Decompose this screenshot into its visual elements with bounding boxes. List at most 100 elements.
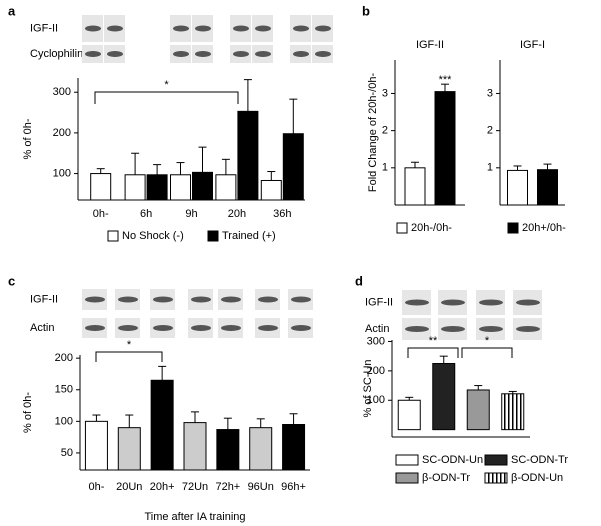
legend-label: 20h+/0h- — [522, 222, 566, 234]
blot-band — [479, 299, 503, 306]
blot-band — [107, 51, 123, 57]
blot-band — [107, 25, 123, 32]
blot-band — [85, 296, 105, 303]
category-label: IGF-I — [520, 39, 545, 51]
bar — [249, 427, 273, 471]
legend-label: β-ODN-Tr — [422, 472, 470, 484]
blot-band — [258, 296, 278, 303]
legend-swatch — [107, 230, 119, 242]
bar — [117, 427, 141, 471]
blot-band — [118, 325, 138, 331]
blot-band — [405, 326, 429, 332]
legend-swatch — [207, 230, 219, 242]
y-tick-label: 3 — [487, 87, 493, 99]
blot-band — [293, 25, 309, 32]
y-tick-label: 100 — [55, 415, 73, 427]
legend-label: Trained (+) — [222, 230, 276, 242]
legend-label: SC-ODN-Un — [422, 454, 483, 466]
y-tick-label: 100 — [53, 167, 71, 179]
bar — [466, 389, 490, 431]
bar — [434, 91, 456, 206]
legend-swatch — [484, 454, 508, 466]
blot-band — [195, 25, 211, 32]
y-tick-label: 2 — [487, 125, 493, 137]
blot-band — [221, 325, 241, 331]
legend-swatch — [507, 222, 519, 234]
significance-bracket — [94, 91, 239, 104]
category-label: 20Un — [116, 481, 142, 493]
bar — [282, 133, 304, 201]
significance-bracket — [407, 347, 459, 358]
bar — [215, 174, 237, 201]
blot-band — [233, 51, 249, 57]
blot-band — [405, 299, 429, 306]
bar — [507, 169, 528, 206]
y-tick-label: 150 — [55, 384, 73, 396]
blot-band — [293, 51, 309, 57]
y-axis-label: Fold Change of 20h-/0h- — [367, 73, 379, 193]
bar — [183, 422, 207, 471]
y-tick-label: 3 — [382, 87, 388, 99]
blot-band — [153, 325, 173, 331]
bar — [146, 174, 168, 201]
category-label: IGF-II — [416, 39, 444, 51]
blot-band — [191, 296, 211, 303]
blot-label: Actin — [30, 322, 54, 334]
blot-band — [516, 326, 540, 332]
blot-band — [291, 296, 311, 303]
category-label: 72Un — [182, 481, 208, 493]
blot-band — [291, 325, 311, 331]
category-label: 0h- — [88, 481, 104, 493]
legend-swatch — [395, 472, 419, 484]
blot-band — [153, 296, 173, 303]
category-label: 20h+ — [150, 481, 175, 493]
bar — [90, 173, 112, 201]
panel-letter: d — [355, 273, 363, 288]
blot-band — [85, 51, 101, 57]
category-label: 20h — [228, 208, 246, 220]
bar — [84, 420, 108, 471]
bar — [282, 424, 306, 471]
blot-label: IGF-II — [30, 293, 58, 305]
y-tick-label: 100 — [367, 394, 385, 406]
blot-band — [441, 326, 465, 332]
category-label: 0h- — [93, 208, 109, 220]
blot-label: Actin — [365, 323, 389, 335]
legend-label: β-ODN-Un — [511, 472, 563, 484]
significance-bracket — [95, 351, 163, 362]
blot-band — [173, 25, 189, 32]
legend-swatch — [396, 222, 408, 234]
annotation: *** — [439, 74, 453, 86]
legend-swatch — [395, 454, 419, 466]
y-tick-label: 200 — [55, 352, 73, 364]
blot-band — [479, 326, 503, 332]
bar — [260, 179, 282, 201]
bar — [216, 429, 240, 471]
blot-band — [255, 25, 271, 32]
blot-band — [195, 51, 211, 57]
y-tick-label: 200 — [367, 365, 385, 377]
annotation: * — [164, 79, 169, 91]
y-tick-label: 50 — [61, 447, 73, 459]
bar — [124, 174, 146, 201]
legend-swatch — [484, 472, 508, 484]
blot-label: Cyclophilin — [30, 48, 83, 60]
bar — [237, 110, 259, 201]
blot-band — [258, 325, 278, 331]
annotation: * — [127, 339, 132, 351]
bar — [404, 167, 426, 206]
y-tick-label: 200 — [53, 127, 71, 139]
y-tick-label: 300 — [53, 86, 71, 98]
bar — [537, 169, 558, 206]
y-tick-label: 300 — [367, 335, 385, 347]
blot-label: IGF-II — [30, 22, 58, 34]
legend-label: No Shock (-) — [122, 230, 184, 242]
y-axis-label: % of SC-Un — [362, 359, 374, 417]
y-axis-label: % of 0h- — [22, 392, 34, 433]
blot-band — [221, 296, 241, 303]
legend-label: 20h-/0h- — [411, 222, 452, 234]
legend-label: SC-ODN-Tr — [511, 454, 568, 466]
bar — [150, 379, 174, 471]
bar — [192, 171, 213, 201]
